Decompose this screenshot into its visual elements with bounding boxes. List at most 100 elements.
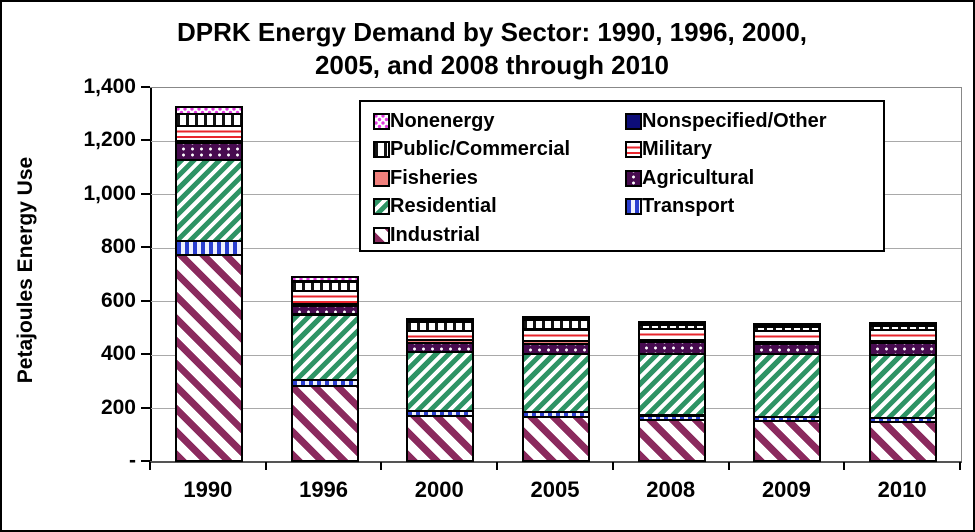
bar-segment-nonenergy-1996 <box>290 276 359 282</box>
legend-label-military: Military <box>642 138 713 161</box>
bar-segment-industrial-2000 <box>406 415 475 462</box>
x-axis-tick <box>380 462 383 470</box>
bar-segment-industrial-2010 <box>869 421 938 462</box>
y-axis-tick <box>141 353 150 356</box>
bar-segment-agricultural-1990 <box>174 142 243 161</box>
bar-segment-nonenergy-2010 <box>869 322 938 326</box>
legend-label-fisheries: Fisheries <box>390 166 478 189</box>
bar-segment-residential-1996 <box>290 314 359 381</box>
x-axis-tick <box>149 462 151 470</box>
legend-swatch-public_commercial-icon <box>373 141 390 159</box>
bar-segment-nonenergy-2008 <box>637 321 706 325</box>
legend-item-nonspecified: Nonspecified/Other <box>625 107 883 136</box>
legend-swatch-agricultural-icon <box>625 169 642 187</box>
legend-label-public_commercial: Public/Commercial <box>390 138 571 161</box>
y-tick-label: 800 <box>100 235 136 259</box>
y-tick-label: 400 <box>100 342 136 366</box>
bar-2008 <box>637 88 706 462</box>
x-tick-label-2010: 2010 <box>877 477 927 502</box>
legend-item-military: Military <box>625 136 883 165</box>
y-axis-tick <box>141 86 150 88</box>
bar-2009 <box>753 88 822 462</box>
legend-swatch-fisheries-icon <box>373 169 390 187</box>
legend-swatch-residential-icon <box>373 198 390 216</box>
legend-swatch-nonenergy-icon <box>373 112 390 130</box>
y-axis-line <box>150 88 152 462</box>
legend-swatch-industrial-icon <box>373 226 390 244</box>
x-tick-label-1996: 1996 <box>299 477 349 502</box>
legend-item-transport: Transport <box>625 193 883 222</box>
legend-item-residential: Residential <box>373 193 625 222</box>
y-axis-tick <box>141 246 150 249</box>
bar-segment-industrial-2008 <box>637 419 706 462</box>
bar-2010 <box>869 88 938 462</box>
bar-1990 <box>174 88 243 462</box>
bar-segment-nonenergy-1990 <box>174 106 243 115</box>
bar-segment-agricultural-2010 <box>869 342 938 356</box>
x-axis-tick <box>611 462 614 470</box>
bar-segment-transport-2008 <box>637 415 706 421</box>
legend-label-residential: Residential <box>390 195 497 218</box>
chart-title-line2: 2005, and 2008 through 2010 <box>314 50 670 81</box>
x-axis-line <box>150 461 962 463</box>
y-tick-label: 600 <box>100 288 136 312</box>
bar-segment-nonenergy-2005 <box>522 316 590 320</box>
bar-segment-residential-1990 <box>174 159 243 242</box>
bar-segment-military-1990 <box>174 125 243 142</box>
y-tick-label: 1,400 <box>83 75 136 98</box>
legend-item-agricultural: Agricultural <box>625 164 883 193</box>
legend: Nonenergy Nonspecified/Other Public/Commer… <box>359 100 885 252</box>
y-axis-tick <box>141 460 150 462</box>
y-tick-label: - <box>129 449 136 472</box>
y-axis-title: Petajoules Energy Use <box>14 156 37 384</box>
x-axis-tick <box>843 462 846 470</box>
chart-title-line1: DPRK Energy Demand by Sector: 1990, 1996… <box>176 17 808 47</box>
legend-item-fisheries: Fisheries <box>373 164 625 193</box>
y-tick-label: 200 <box>100 395 136 419</box>
bar-segment-public_commercial-1990 <box>174 113 243 127</box>
bar-segment-agricultural-2009 <box>753 343 822 355</box>
bar-segment-residential-2009 <box>753 353 822 418</box>
x-tick-label-2005: 2005 <box>530 477 580 502</box>
bar-segment-industrial-1990 <box>174 254 243 462</box>
y-axis-tick <box>141 406 150 409</box>
bar-2005 <box>522 88 590 462</box>
gridline <box>151 301 961 303</box>
x-tick-label-2000: 2000 <box>414 477 464 502</box>
legend-item-nonenergy: Nonenergy <box>373 107 625 136</box>
y-axis-tick <box>141 192 150 195</box>
bar-segment-residential-2005 <box>522 353 590 413</box>
legend-label-nonenergy: Nonenergy <box>390 109 495 132</box>
y-tick-label: 1,200 <box>83 128 136 152</box>
legend-label-industrial: Industrial <box>390 223 481 246</box>
bar-segment-industrial-2005 <box>522 416 590 462</box>
x-tick-label-2009: 2009 <box>761 477 811 502</box>
legend-swatch-transport-icon <box>625 198 642 216</box>
bar-segment-residential-2000 <box>406 351 475 412</box>
legend-item-industrial: Industrial <box>373 221 625 250</box>
bar-segment-transport-1990 <box>174 240 243 256</box>
legend-swatch-military-icon <box>625 141 642 159</box>
bar-segment-residential-2008 <box>637 353 706 416</box>
bar-segment-public_commercial-2000 <box>406 321 475 332</box>
bar-segment-military-1996 <box>290 290 359 305</box>
bar-1996 <box>290 88 359 462</box>
chart-title: DPRK Energy Demand by Sector: 1990, 1996… <box>62 16 922 83</box>
x-axis-tick <box>496 462 499 470</box>
x-axis-tick <box>264 462 267 470</box>
legend-label-transport: Transport <box>642 195 735 218</box>
x-tick-label-2008: 2008 <box>646 477 696 502</box>
legend-item-public_commercial: Public/Commercial <box>373 136 625 165</box>
legend-label-nonspecified: Nonspecified/Other <box>642 109 827 132</box>
legend-label-agricultural: Agricultural <box>642 166 755 189</box>
bar-segment-industrial-2009 <box>753 420 822 462</box>
bar-2000 <box>406 88 475 462</box>
bar-segment-industrial-1996 <box>290 385 359 462</box>
x-tick-label-1990: 1990 <box>183 477 233 502</box>
x-axis-tick <box>727 462 730 470</box>
y-tick-label: 1,000 <box>83 181 136 205</box>
y-axis-tick <box>141 299 150 302</box>
bar-segment-nonenergy-2000 <box>406 318 475 322</box>
y-axis-tick <box>141 139 150 142</box>
